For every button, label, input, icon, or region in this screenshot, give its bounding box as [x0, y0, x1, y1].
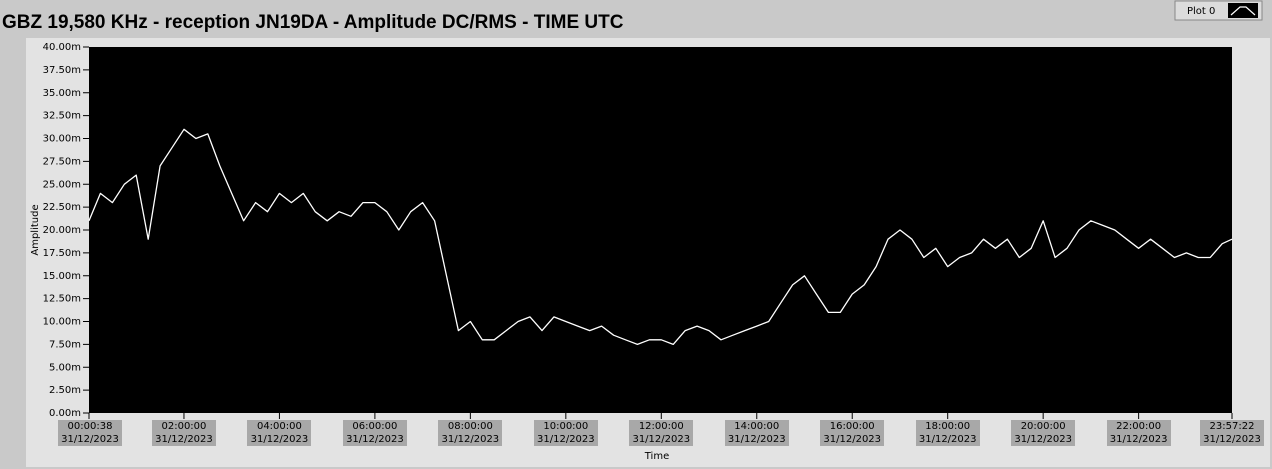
y-tick-label: 17.50m: [43, 248, 81, 259]
x-tick-label: 02:00:00 31/12/2023: [151, 420, 216, 446]
y-tick-label: 20.00m: [43, 225, 81, 236]
y-tick-label: 25.00m: [43, 179, 81, 190]
y-tick-label: 7.50m: [49, 339, 81, 350]
x-axis-label: Time: [644, 451, 669, 462]
y-axis-label: Amplitude: [30, 204, 41, 255]
x-tick-label: 20:00:00 31/12/2023: [1011, 420, 1076, 446]
y-tick-label: 5.00m: [49, 362, 81, 373]
legend-swatch-bg: [1228, 3, 1258, 18]
x-tick-label: 04:00:00 31/12/2023: [247, 420, 312, 446]
x-tick-label: 23:57:22 31/12/2023: [1200, 420, 1264, 446]
x-tick-label: 10:00:00 31/12/2023: [533, 420, 598, 446]
x-tick-label: 12:00:00 31/12/2023: [629, 420, 694, 446]
y-tick-label: 35.00m: [43, 88, 81, 99]
x-tick-label: 08:00:00 31/12/2023: [438, 420, 503, 446]
y-tick-label: 22.50m: [43, 202, 81, 213]
y-tick-label: 2.50m: [49, 385, 81, 396]
legend-label[interactable]: Plot 0: [1187, 6, 1215, 17]
x-tick-label: 22:00:00 31/12/2023: [1106, 420, 1171, 446]
plot-area: [89, 47, 1232, 413]
y-tick-label: 10.00m: [43, 317, 81, 328]
x-tick-label: 16:00:00 31/12/2023: [820, 420, 885, 446]
x-tick-label: 00:00:38 31/12/2023: [58, 420, 122, 446]
y-tick-label: 15.00m: [43, 271, 81, 282]
y-tick-label: 37.50m: [43, 65, 81, 76]
y-tick-label: 40.00m: [43, 42, 81, 53]
legend-swatch: [1230, 6, 1256, 16]
y-tick-label: 12.50m: [43, 294, 81, 305]
title-bar: [0, 0, 1272, 38]
x-tick-label: 06:00:00 31/12/2023: [342, 420, 407, 446]
data-line: [88, 128, 1233, 346]
x-tick-label: 14:00:00 31/12/2023: [724, 420, 789, 446]
y-tick-label: 30.00m: [43, 134, 81, 145]
x-tick-label: 18:00:00 31/12/2023: [915, 420, 980, 446]
y-tick-label: 0.00m: [49, 408, 81, 419]
y-tick-label: 32.50m: [43, 111, 81, 122]
chart-title: GBZ 19,580 KHz - reception JN19DA - Ampl…: [2, 12, 624, 33]
y-tick-label: 27.50m: [43, 156, 81, 167]
